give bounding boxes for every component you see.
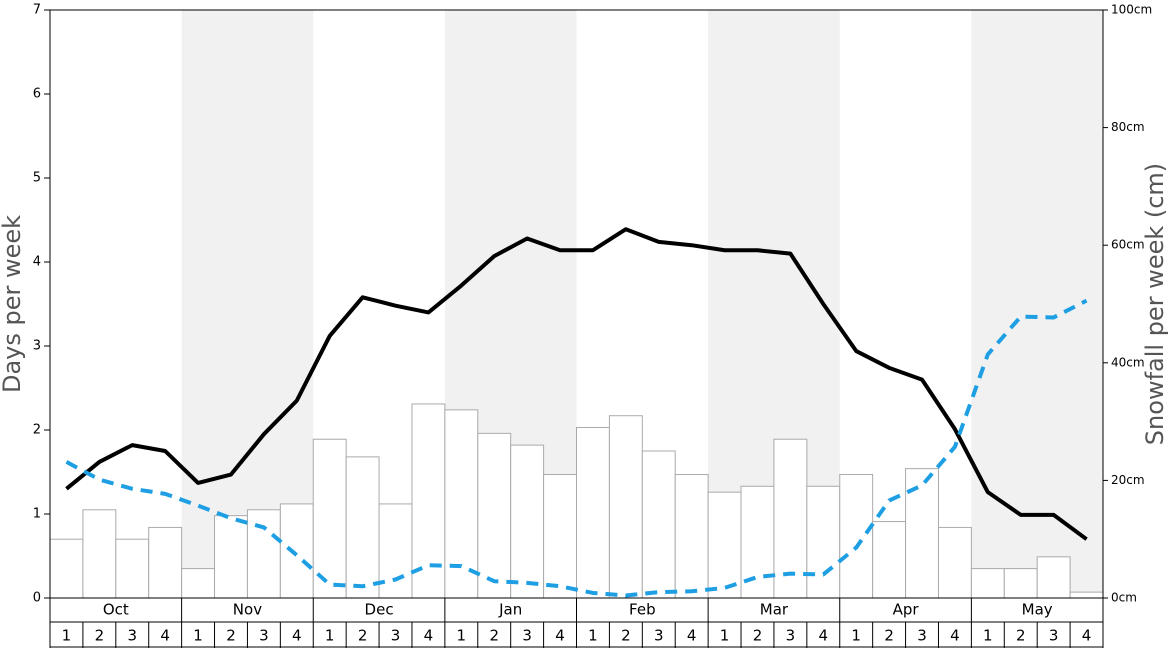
bar: [937, 526, 972, 599]
x-tick-label: 1: [325, 627, 335, 645]
bar: [576, 426, 610, 599]
month-label: Feb: [629, 601, 656, 619]
bar: [1003, 568, 1038, 599]
y-tick-label: 7: [33, 3, 41, 18]
x-tick-label: 4: [555, 627, 565, 645]
x-tick-label: 1: [457, 627, 467, 645]
bar: [707, 491, 742, 599]
x-tick-label: 1: [588, 627, 598, 645]
y2-tick-label: 0cm: [1111, 591, 1137, 605]
x-tick-label: 3: [654, 627, 664, 645]
x-tick-label: 3: [917, 627, 927, 645]
y2-tick-label: 80cm: [1111, 120, 1145, 134]
month-shade: [971, 10, 1103, 598]
y2-tick-label: 20cm: [1111, 473, 1145, 487]
y-axis-label: Days per week: [0, 215, 26, 393]
y-tick-label: 6: [33, 87, 41, 102]
bar: [279, 503, 314, 599]
bar: [641, 450, 676, 599]
y2-tick-label: 40cm: [1111, 355, 1145, 369]
x-tick-label: 3: [786, 627, 796, 645]
x-tick-label: 4: [1082, 627, 1092, 645]
y-tick-label: 2: [33, 423, 41, 438]
x-tick-label: 2: [358, 627, 368, 645]
month-label: Dec: [365, 601, 394, 619]
y-tick-label: 0: [33, 591, 41, 606]
bar: [148, 526, 183, 599]
line: [65, 227, 1088, 541]
x-tick-label: 2: [226, 627, 236, 645]
bar: [246, 509, 281, 599]
bar: [872, 521, 907, 599]
y-tick-label: 5: [33, 171, 41, 186]
x-tick-label: 3: [259, 627, 269, 645]
bar: [510, 444, 545, 599]
x-tick-label: 3: [127, 627, 137, 645]
bar: [82, 509, 117, 599]
bar: [905, 468, 939, 599]
x-tick-label: 2: [753, 627, 763, 645]
bar: [608, 415, 643, 599]
x-tick-label: 4: [687, 627, 697, 645]
month-label: May: [1022, 601, 1053, 619]
bar: [1069, 591, 1104, 599]
bar: [345, 456, 380, 599]
bar: [773, 438, 808, 599]
x-tick-label: 4: [160, 627, 170, 645]
bar: [115, 538, 150, 599]
x-tick-label: 2: [95, 627, 105, 645]
bar: [543, 474, 577, 599]
bar: [49, 538, 84, 599]
bar: [1036, 556, 1071, 599]
x-tick-label: 2: [489, 627, 499, 645]
month-shade: [181, 10, 314, 598]
y2-axis-label: Snowfall per week (cm): [1141, 163, 1168, 445]
x-tick-label: 1: [983, 627, 993, 645]
x-tick-label: 3: [391, 627, 401, 645]
line: [65, 298, 1088, 598]
x-tick-label: 2: [1016, 627, 1026, 645]
x-tick-label: 1: [62, 627, 72, 645]
bar: [839, 474, 874, 599]
month-label: Oct: [103, 601, 129, 619]
bar: [674, 474, 709, 599]
y-tick-label: 1: [33, 507, 41, 522]
bar: [181, 568, 216, 599]
x-tick-label: 4: [819, 627, 829, 645]
y-tick-label: 4: [33, 255, 41, 270]
month-label: Apr: [893, 601, 920, 619]
x-tick-label: 2: [621, 627, 631, 645]
month-label: Jan: [498, 601, 522, 619]
x-tick-label: 1: [193, 627, 203, 645]
x-tick-label: 2: [884, 627, 894, 645]
y-tick-label: 3: [33, 339, 41, 354]
x-tick-label: 1: [720, 627, 730, 645]
y2-tick-label: 60cm: [1111, 238, 1145, 252]
bar: [477, 432, 512, 599]
month-label: Nov: [233, 601, 262, 619]
x-tick-label: 4: [424, 627, 434, 645]
month-label: Mar: [760, 601, 789, 619]
x-tick-label: 1: [851, 627, 861, 645]
bar: [214, 515, 248, 599]
x-tick-label: 4: [292, 627, 302, 645]
y2-tick-label: 100cm: [1111, 3, 1152, 17]
x-tick-label: 3: [522, 627, 532, 645]
bar: [806, 485, 841, 599]
x-tick-label: 3: [1049, 627, 1059, 645]
x-tick-label: 4: [950, 627, 960, 645]
bar: [970, 568, 1005, 599]
